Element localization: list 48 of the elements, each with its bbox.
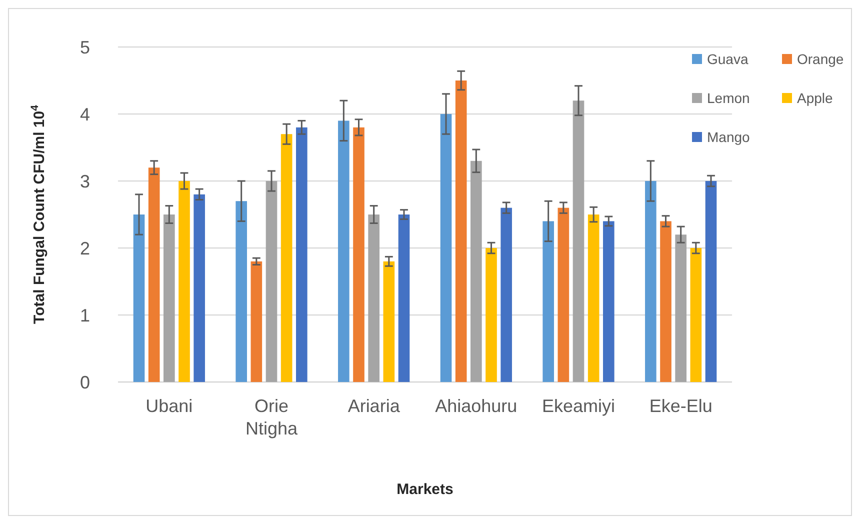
bar (383, 261, 395, 382)
bar (353, 127, 364, 382)
x-tick-label: Ariaria (348, 396, 401, 416)
bar (500, 208, 512, 382)
bar (588, 214, 600, 382)
bar (133, 214, 145, 382)
legend-label: Lemon (707, 90, 750, 106)
y-tick-label: 1 (80, 305, 90, 326)
bar (296, 127, 308, 382)
x-axis-title: Markets (396, 481, 454, 498)
legend-label: Mango (707, 128, 750, 145)
y-tick-label: 5 (80, 37, 90, 58)
x-tick-label: Orie Ntigha (245, 396, 299, 438)
bar (572, 100, 584, 382)
bar (236, 201, 247, 382)
x-tick-label: Eke-Elu (649, 396, 712, 416)
x-tick-label: Ekeamiyi (542, 396, 616, 416)
y-tick-label: 3 (80, 171, 90, 192)
bar (558, 208, 570, 382)
bar (194, 194, 205, 382)
bar (660, 221, 672, 382)
legend-label: Orange (797, 50, 844, 67)
bar (455, 80, 467, 382)
y-tick-label: 4 (80, 104, 90, 124)
bar (470, 160, 482, 382)
bar (338, 120, 350, 382)
bar (178, 181, 190, 382)
legend-label: Apple (797, 90, 834, 106)
bar (148, 168, 160, 382)
bar (398, 214, 410, 382)
bar (280, 134, 292, 382)
bar (690, 248, 702, 382)
bar (164, 214, 175, 382)
legend-label: Guava (707, 50, 748, 67)
bar (603, 221, 614, 382)
x-tick-label: Ubani (146, 396, 193, 416)
bar (675, 234, 686, 382)
bar (645, 181, 656, 382)
y-tick-label: 0 (80, 372, 90, 392)
bar (368, 214, 380, 382)
bar (705, 181, 717, 382)
bar (250, 261, 262, 382)
x-tick-label: Ahiaohuru (435, 396, 518, 416)
bar (266, 181, 278, 382)
bar (486, 248, 497, 382)
bar (542, 221, 554, 382)
bar (440, 114, 452, 382)
y-tick-label: 2 (80, 238, 90, 258)
